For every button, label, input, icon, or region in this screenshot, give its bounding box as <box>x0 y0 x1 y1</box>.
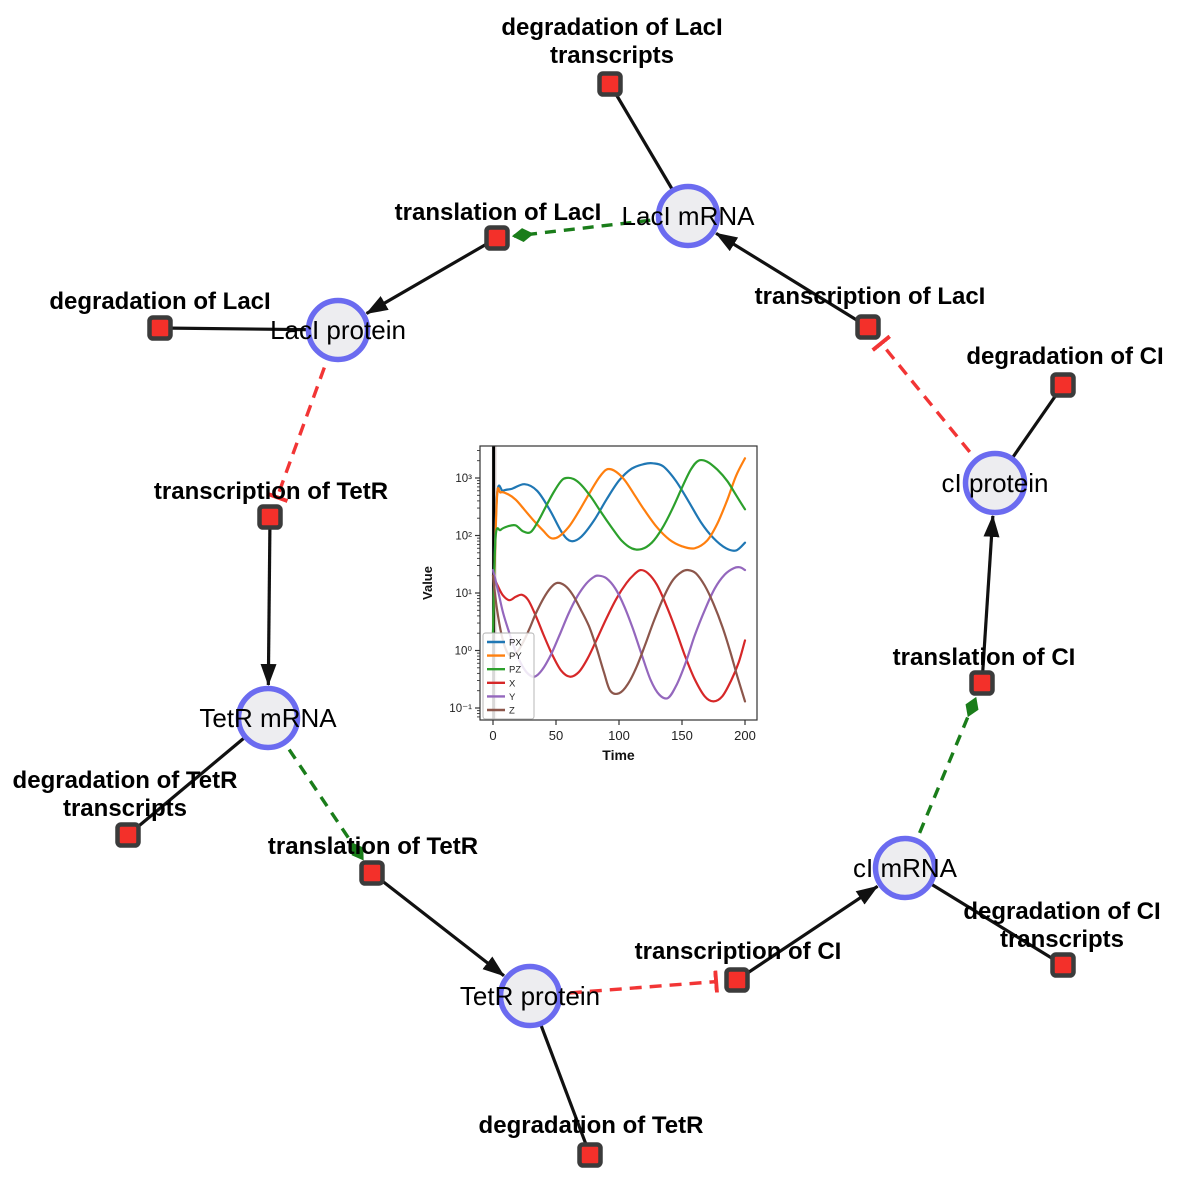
reaction-node-tl_ci <box>969 670 995 696</box>
reaction-node-deg_ci <box>1050 372 1076 398</box>
edge-product-tc_tetr-tetr_mrna <box>260 516 277 687</box>
series-curve-PX <box>491 462 747 635</box>
y-axis-label: Value <box>420 566 435 600</box>
legend-label-Y: Y <box>509 692 516 703</box>
edge-product-tl_laci-laci_prot <box>365 236 498 315</box>
reaction-node-tl_tetr <box>359 860 385 886</box>
edge-product-tl_tetr-tetr_prot <box>371 871 505 977</box>
legend-label-Z: Z <box>509 706 515 717</box>
reaction-node-tc_ci <box>724 967 750 993</box>
x-tick-label: 150 <box>671 728 693 743</box>
series-curve-X <box>491 568 747 703</box>
y-tick-label: 10³ <box>455 473 472 485</box>
timecourse-inset: 10⁻¹ 10⁰ 10¹ 10² 10³ 0 50 100 150 200 Time Value PX P… <box>416 436 782 770</box>
reaction-node-deg_tetr_tx <box>115 822 141 848</box>
series-curve-PY <box>491 457 747 635</box>
edge-modifier-ci_mrna-tl_ci <box>903 696 979 869</box>
reaction-node-tc_laci <box>855 314 881 340</box>
y-tick-label: 10² <box>455 531 472 543</box>
x-tick-label: 50 <box>549 728 563 743</box>
x-tick-label: 100 <box>608 728 630 743</box>
y-tick-label: 10⁻¹ <box>449 703 472 715</box>
reaction-node-deg_ci_tx <box>1050 952 1076 978</box>
reaction-node-tc_tetr <box>257 504 283 530</box>
reaction-node-deg_tetr <box>577 1142 603 1168</box>
reaction-node-deg_laci <box>147 315 173 341</box>
edge-product-tc_ci-ci_mrna <box>736 884 879 982</box>
x-tick-label: 0 <box>489 728 496 743</box>
species-node-ci_mrna <box>872 835 938 901</box>
y-tick-label: 10⁰ <box>455 646 473 658</box>
reaction-node-deg_laci_tx <box>597 71 623 97</box>
y-tick-label: 10¹ <box>455 588 472 600</box>
reaction-node-tl_laci <box>484 225 510 251</box>
x-axis-label: Time <box>602 747 635 763</box>
legend-label-PX: PX <box>509 638 522 649</box>
series-curve-PZ <box>491 458 747 635</box>
legend-label-X: X <box>509 678 516 689</box>
nodes-layer <box>115 71 1076 1168</box>
legend-label-PY: PY <box>509 651 522 662</box>
timecourse-chart: 10⁻¹ 10⁰ 10¹ 10² 10³ 0 50 100 150 200 Time Value PX P… <box>420 445 758 763</box>
legend-label-PZ: PZ <box>509 665 521 676</box>
species-node-laci_mrna <box>655 183 721 249</box>
species-node-ci_prot <box>962 450 1028 516</box>
edge-product-tc_laci-laci_mrna <box>715 231 869 329</box>
species-node-tetr_prot <box>497 963 563 1029</box>
species-node-laci_prot <box>305 297 371 363</box>
edge-product-tl_ci-ci_prot <box>980 514 1000 684</box>
x-tick-label: 200 <box>734 728 756 743</box>
species-node-tetr_mrna <box>235 685 301 751</box>
